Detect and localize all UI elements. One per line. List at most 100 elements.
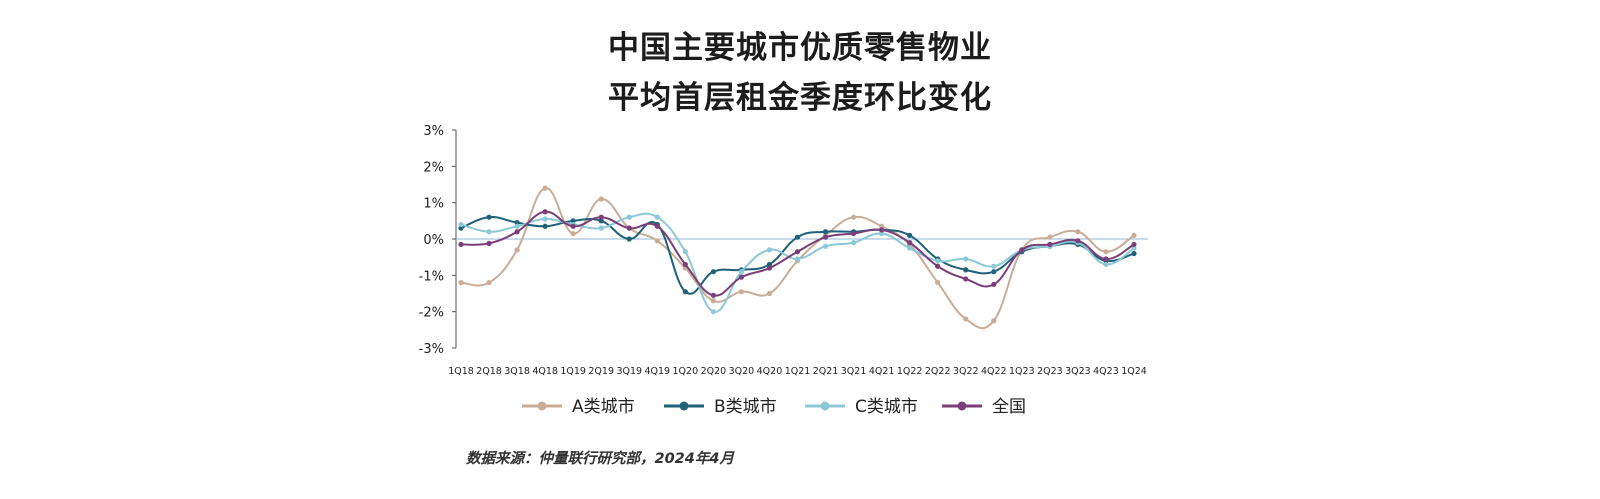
series-3 bbox=[458, 212, 1137, 315]
x-tick-label: 3Q22 bbox=[953, 366, 979, 377]
data-point bbox=[1131, 245, 1137, 251]
data-point bbox=[626, 214, 632, 220]
data-point bbox=[766, 247, 773, 253]
data-point bbox=[991, 281, 997, 288]
data-point bbox=[514, 223, 520, 229]
chart-title-line-1: 中国主要城市优质零售物业 bbox=[608, 30, 992, 66]
data-point bbox=[710, 292, 716, 298]
series-line bbox=[460, 216, 1135, 295]
legend-item: B类城市 bbox=[664, 397, 777, 417]
series-2 bbox=[458, 214, 1137, 295]
data-point bbox=[879, 223, 885, 229]
data-point bbox=[794, 256, 801, 262]
data-point bbox=[935, 258, 941, 264]
x-tick-label: 3Q23 bbox=[1065, 366, 1091, 377]
data-point bbox=[963, 256, 969, 262]
data-point bbox=[514, 247, 520, 253]
data-point bbox=[963, 316, 969, 322]
data-point bbox=[514, 220, 520, 226]
chart-title-line-2: 平均首层租金季度环比变化 bbox=[608, 80, 992, 116]
data-point bbox=[654, 223, 660, 229]
data-point bbox=[1131, 241, 1137, 248]
x-tick-label: 1Q24 bbox=[1121, 366, 1147, 377]
x-tick-label: 2Q18 bbox=[476, 366, 502, 377]
data-point bbox=[542, 223, 548, 229]
x-tick-label: 2Q19 bbox=[588, 366, 614, 377]
data-point bbox=[991, 269, 997, 275]
data-point bbox=[458, 280, 464, 286]
data-point bbox=[542, 216, 548, 222]
data-point bbox=[766, 261, 773, 268]
data-point bbox=[1075, 238, 1081, 244]
data-point bbox=[1019, 247, 1025, 253]
data-point bbox=[963, 267, 969, 273]
data-point bbox=[598, 225, 604, 231]
data-point bbox=[1103, 249, 1109, 255]
data-point bbox=[598, 214, 604, 220]
legend-item: 全国 bbox=[942, 397, 1026, 417]
data-point bbox=[963, 276, 969, 282]
y-tick-label: 3% bbox=[423, 124, 444, 139]
data-point bbox=[710, 309, 716, 315]
data-point bbox=[907, 232, 913, 238]
data-point bbox=[738, 269, 745, 275]
data-point bbox=[879, 227, 885, 233]
data-point bbox=[766, 290, 773, 297]
y-tick-label: -2% bbox=[419, 306, 444, 321]
x-tick-label: 3Q18 bbox=[504, 366, 530, 377]
series-4 bbox=[458, 209, 1137, 298]
data-point bbox=[626, 225, 632, 231]
data-point bbox=[682, 261, 688, 268]
chart-legend: A类城市 B类城市 C类城市 全国 bbox=[522, 397, 1026, 417]
x-tick-label: 4Q18 bbox=[532, 366, 558, 377]
data-point bbox=[738, 274, 745, 280]
data-point bbox=[794, 249, 801, 255]
data-point bbox=[738, 289, 745, 295]
x-tick-label: 4Q21 bbox=[869, 366, 895, 377]
x-tick-label: 1Q21 bbox=[785, 366, 811, 377]
x-tick-label: 4Q22 bbox=[981, 366, 1007, 377]
data-point bbox=[822, 229, 829, 235]
y-tick-label: 2% bbox=[423, 160, 444, 175]
legend-swatch-marker bbox=[679, 401, 689, 411]
x-tick-label: 4Q23 bbox=[1093, 366, 1119, 377]
data-point bbox=[1075, 229, 1081, 235]
x-tick-label: 1Q23 bbox=[1009, 366, 1035, 377]
data-point bbox=[542, 185, 548, 191]
data-point bbox=[766, 265, 773, 271]
legend-swatch-marker bbox=[820, 401, 830, 411]
data-point bbox=[850, 214, 857, 220]
data-point bbox=[598, 218, 604, 224]
legend-label: C类城市 bbox=[855, 397, 918, 417]
data-point bbox=[1047, 234, 1053, 240]
data-point bbox=[486, 240, 492, 246]
data-point bbox=[794, 234, 801, 240]
x-tick-label: 1Q22 bbox=[897, 366, 923, 377]
legend-label: A类城市 bbox=[572, 397, 635, 417]
data-point bbox=[991, 263, 997, 269]
data-point bbox=[822, 243, 829, 249]
x-tick-label: 4Q19 bbox=[644, 366, 670, 377]
data-point bbox=[1047, 241, 1053, 248]
legend-item: A类城市 bbox=[522, 397, 635, 417]
data-point bbox=[486, 214, 492, 220]
data-point bbox=[879, 230, 885, 237]
data-point bbox=[1131, 232, 1137, 238]
data-point bbox=[486, 229, 492, 235]
data-point bbox=[654, 238, 660, 244]
data-point bbox=[850, 240, 857, 246]
data-point bbox=[1131, 250, 1137, 257]
data-point bbox=[907, 240, 913, 246]
data-point bbox=[570, 230, 576, 237]
data-point bbox=[458, 241, 464, 248]
legend-item: C类城市 bbox=[805, 397, 918, 417]
x-tick-label: 2Q20 bbox=[701, 366, 727, 377]
x-tick-label: 1Q18 bbox=[448, 366, 474, 377]
data-point bbox=[1103, 261, 1109, 268]
data-point bbox=[1103, 256, 1109, 262]
data-point bbox=[486, 280, 492, 286]
chart-axes: 3% 2% 1% 0% -1% -2% -3% 1Q18 2Q18 3Q18 4Q18 1Q19 2Q1… bbox=[419, 124, 1148, 377]
y-tick-label: 1% bbox=[423, 197, 444, 212]
y-tick-label: -1% bbox=[419, 269, 444, 284]
